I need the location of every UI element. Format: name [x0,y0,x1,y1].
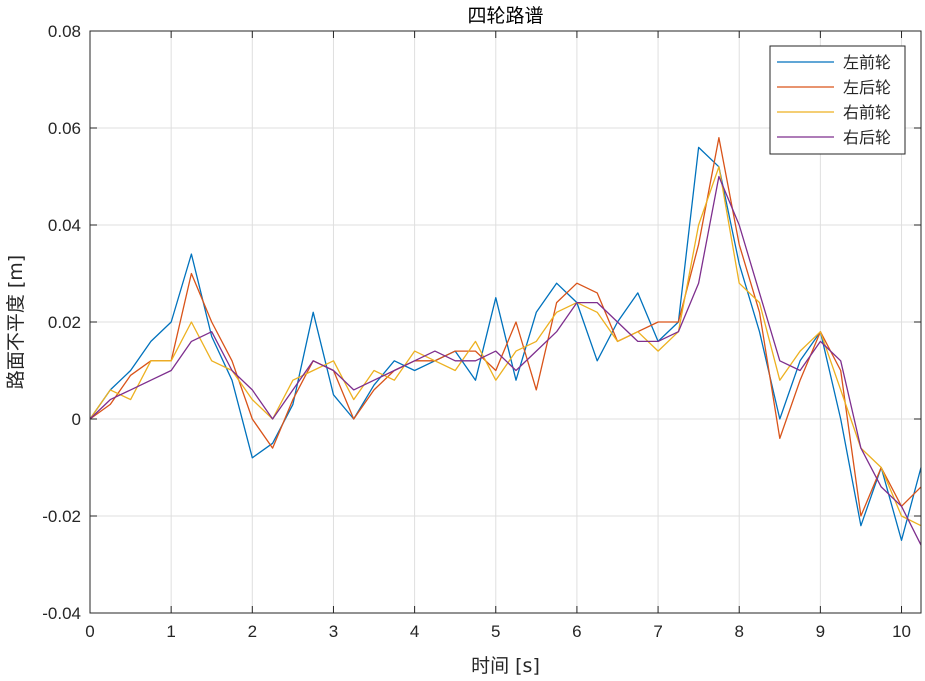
y-tick-label: -0.04 [42,604,81,623]
x-tick-label: 4 [410,622,419,641]
x-tick-label: 7 [653,622,662,641]
series-line-3 [89,166,922,527]
legend-entry: 左前轮 [843,53,891,72]
series-lines [89,137,922,546]
y-axis-label: 路面不平度 [m] [5,255,27,389]
x-tick-label: 0 [85,622,94,641]
y-axis-ticks: -0.04 -0.02 0 0.02 0.04 0.06 0.08 [42,22,921,623]
chart-title: 四轮路谱 [467,5,543,27]
y-tick-label: 0 [72,410,81,429]
y-tick-label: 0.02 [48,313,81,332]
x-axis-label: 时间 [s] [471,655,540,677]
x-tick-label: 10 [892,622,911,641]
series-line-4 [89,175,922,546]
y-tick-label: -0.02 [42,507,81,526]
x-tick-label: 6 [572,622,581,641]
series-line-2 [89,137,922,517]
x-tick-label: 9 [816,622,825,641]
legend-entry: 左后轮 [843,78,891,97]
x-tick-label: 8 [734,622,743,641]
series-line-1 [89,146,922,541]
x-tick-label: 1 [166,622,175,641]
legend-entry: 右后轮 [843,128,891,147]
x-tick-label: 3 [329,622,338,641]
y-tick-label: 0.08 [48,22,81,41]
legend-box [769,45,906,155]
x-axis-ticks: 0 1 2 3 4 5 6 7 8 9 10 [85,31,911,641]
y-tick-label: 0.04 [48,216,81,235]
legend-entry: 右前轮 [843,103,891,122]
x-tick-label: 2 [248,622,257,641]
y-tick-label: 0.06 [48,119,81,138]
x-tick-label: 5 [491,622,500,641]
